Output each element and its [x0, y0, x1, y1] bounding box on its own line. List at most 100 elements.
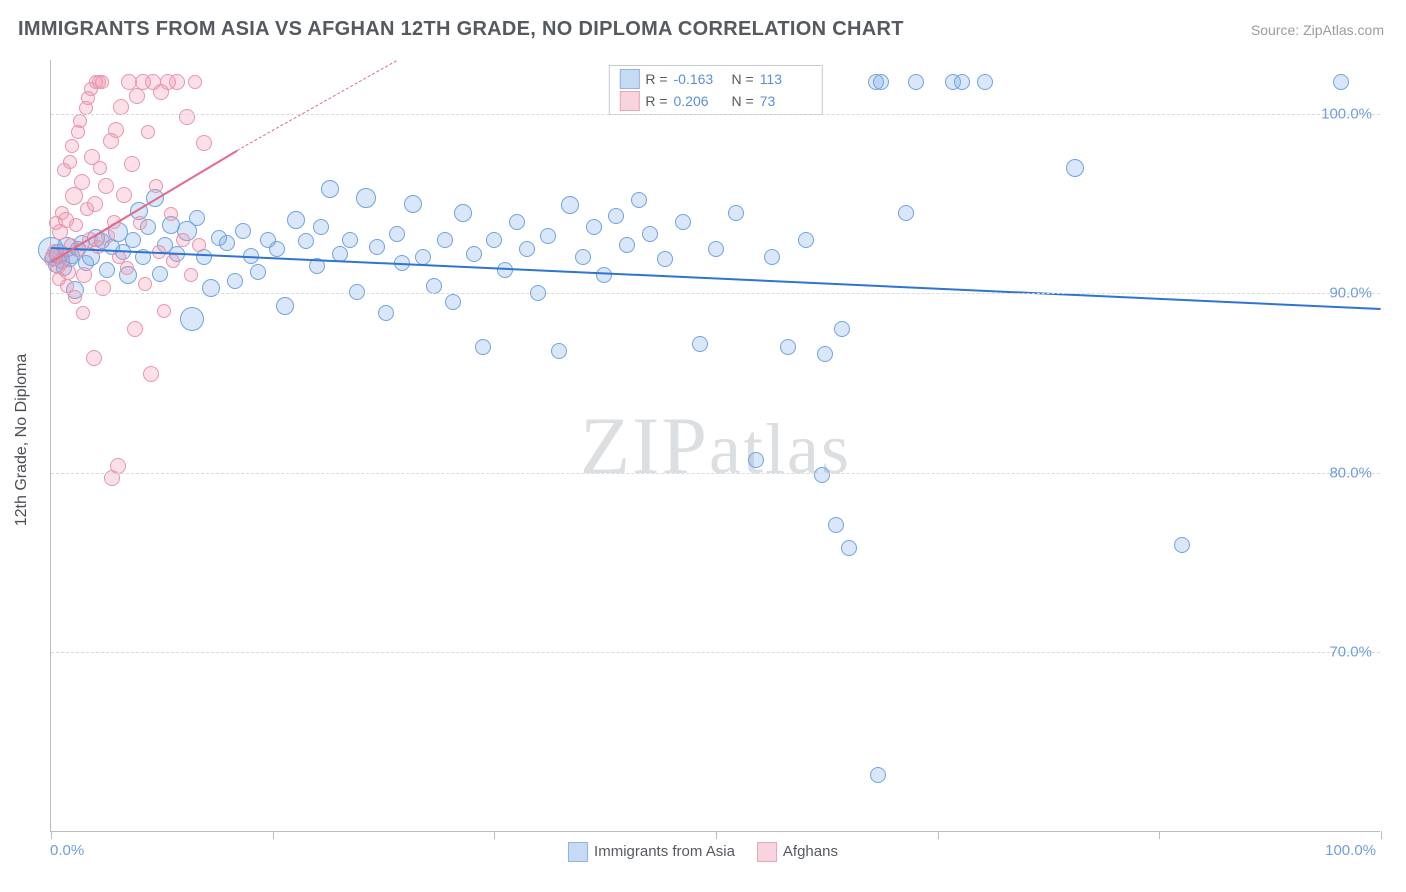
data-point [486, 232, 502, 248]
data-point [133, 216, 147, 230]
x-axis-max-label: 100.0% [1325, 842, 1376, 859]
y-gridline [51, 114, 1380, 115]
data-point [227, 273, 243, 289]
source-attribution: Source: ZipAtlas.com [1251, 22, 1384, 38]
data-point [437, 232, 453, 248]
data-point [192, 238, 206, 252]
data-point [125, 232, 141, 248]
data-point [76, 306, 90, 320]
data-point [91, 240, 105, 254]
data-point [426, 278, 442, 294]
data-point [586, 219, 602, 235]
data-point [95, 75, 109, 89]
data-point [65, 139, 79, 153]
data-point [1066, 159, 1084, 177]
data-point [143, 366, 159, 382]
data-point [87, 196, 103, 212]
data-point [540, 228, 556, 244]
data-point [817, 346, 833, 362]
x-axis-min-label: 0.0% [50, 842, 84, 859]
data-point [69, 218, 83, 232]
x-tick [1381, 831, 1382, 839]
data-point [1333, 74, 1349, 90]
data-point [113, 99, 129, 115]
legend-swatch-afghans-icon [757, 842, 777, 862]
y-gridline [51, 293, 1380, 294]
data-point [596, 267, 612, 283]
data-point [575, 249, 591, 265]
data-point [166, 254, 180, 268]
data-point [63, 155, 77, 169]
data-point [180, 307, 204, 331]
data-point [814, 467, 830, 483]
y-gridline [51, 473, 1380, 474]
data-point [129, 88, 145, 104]
chart-title: IMMIGRANTS FROM ASIA VS AFGHAN 12TH GRAD… [18, 18, 904, 41]
data-point [55, 206, 69, 220]
data-point [196, 135, 212, 151]
data-point [269, 241, 285, 257]
data-point [445, 294, 461, 310]
data-point [124, 156, 140, 172]
data-point [642, 226, 658, 242]
data-point [898, 205, 914, 221]
data-point [235, 223, 251, 239]
data-point [219, 235, 235, 251]
data-point [780, 339, 796, 355]
data-point [169, 74, 185, 90]
data-point [466, 246, 482, 262]
y-tick-label: 70.0% [1329, 644, 1372, 661]
data-point [908, 74, 924, 90]
y-tick-label: 80.0% [1329, 464, 1372, 481]
data-point [692, 336, 708, 352]
data-point [834, 321, 850, 337]
x-tick [938, 831, 939, 839]
legend-n-label: N = [732, 93, 754, 109]
data-point [157, 304, 171, 318]
data-point [475, 339, 491, 355]
data-point [454, 204, 472, 222]
data-point [298, 233, 314, 249]
source-label: Source: [1251, 22, 1303, 38]
x-tick [273, 831, 274, 839]
data-point [127, 321, 143, 337]
legend-n-value-asia: 113 [760, 71, 812, 87]
data-point [675, 214, 691, 230]
data-point [608, 208, 624, 224]
data-point [116, 187, 132, 203]
data-point [176, 233, 190, 247]
y-tick-label: 90.0% [1329, 285, 1372, 302]
data-point [342, 232, 358, 248]
data-point [149, 179, 163, 193]
data-point [841, 540, 857, 556]
legend-swatch-afghans-icon [619, 91, 639, 111]
data-point [356, 188, 376, 208]
legend-r-label: R = [645, 93, 667, 109]
data-point [551, 343, 567, 359]
data-point [369, 239, 385, 255]
data-point [287, 211, 305, 229]
legend-row-afghans: R = 0.206 N = 73 [609, 90, 821, 112]
data-point [189, 210, 205, 226]
data-point [798, 232, 814, 248]
data-point [389, 226, 405, 242]
data-point [631, 192, 647, 208]
data-point [99, 262, 115, 278]
data-point [728, 205, 744, 221]
regression-line [50, 150, 237, 263]
data-point [954, 74, 970, 90]
data-point [152, 266, 168, 282]
data-point [321, 180, 339, 198]
data-point [519, 241, 535, 257]
data-point [708, 241, 724, 257]
legend-n-value-afghans: 73 [760, 93, 812, 109]
legend-r-value-afghans: 0.206 [674, 93, 726, 109]
legend-row-asia: R = -0.163 N = 113 [609, 68, 821, 90]
data-point [179, 109, 195, 125]
x-tick [716, 831, 717, 839]
data-point [65, 187, 83, 205]
data-point [76, 267, 92, 283]
data-point [86, 350, 102, 366]
data-point [977, 74, 993, 90]
plot-area [51, 60, 1380, 831]
